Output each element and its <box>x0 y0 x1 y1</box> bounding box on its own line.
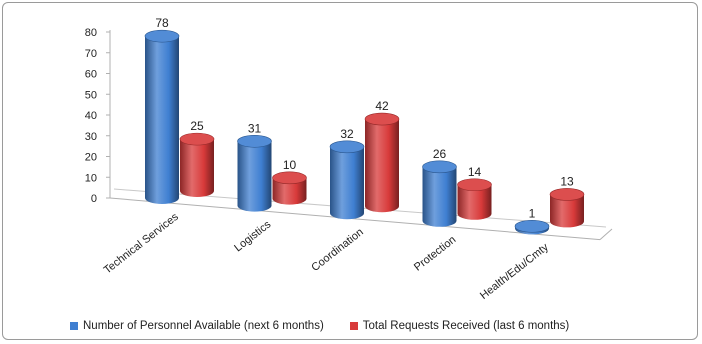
x-axis-line <box>109 197 601 241</box>
bar-coordination-s1 <box>364 112 400 213</box>
y-tick-label: 10 <box>85 172 97 184</box>
bar-protection-s1 <box>457 178 492 220</box>
data-label-technical-services-s1: 25 <box>190 119 204 133</box>
data-label-logistics-s1: 10 <box>283 158 297 172</box>
legend-swatch-personnel <box>70 322 78 330</box>
bar-top <box>457 178 492 192</box>
bar-body <box>330 146 364 220</box>
data-label-protection-s0: 26 <box>433 147 447 161</box>
bar-body <box>550 194 584 228</box>
bar-coordination-s0 <box>329 140 365 220</box>
bar-body <box>365 119 399 213</box>
y-tick-label: 0 <box>91 193 97 205</box>
bar-top <box>549 188 585 201</box>
bar-technical-services-s0 <box>144 29 180 205</box>
y-tick-label: 20 <box>85 152 97 164</box>
legend-item-personnel: Number of Personnel Available (next 6 mo… <box>70 320 324 332</box>
data-label-health-edu-cmty-s1: 13 <box>560 174 574 188</box>
y-tick-label: 60 <box>85 69 97 81</box>
y-tick-label: 40 <box>85 110 97 122</box>
y-tick-label: 70 <box>85 48 97 60</box>
bar-body <box>272 177 307 205</box>
bar-top <box>144 29 180 43</box>
chart-bars <box>144 29 585 235</box>
y-tick-label: 30 <box>85 131 97 143</box>
category-label-technical-services: Technical Services <box>102 211 182 277</box>
bar-health-edu-cmty-s1 <box>549 188 585 228</box>
bar-logistics-s1 <box>272 171 307 205</box>
x-axis-depth-line <box>599 228 613 241</box>
bar-protection-s0 <box>422 160 457 227</box>
bar-body <box>145 36 179 205</box>
chart-axes: 0 10 20 30 40 50 60 70 80 <box>85 27 613 241</box>
category-label-protection: Protection <box>412 234 458 274</box>
y-tick-label: 50 <box>85 89 97 101</box>
bar-body <box>422 166 457 227</box>
data-label-health-edu-cmty-s0: 1 <box>529 206 536 220</box>
bar-top <box>364 112 400 126</box>
chart-legend: Number of Personnel Available (next 6 mo… <box>70 318 595 334</box>
legend-item-requests: Total Requests Received (last 6 months) <box>349 320 570 332</box>
bar-health-edu-cmty-s0 <box>514 220 550 235</box>
bar-top <box>237 134 272 148</box>
category-label-logistics: Logistics <box>232 218 274 254</box>
bar-top <box>514 220 550 233</box>
y-tick-label: 80 <box>85 27 97 39</box>
bar-body <box>180 139 214 197</box>
legend-label-requests: Total Requests Received (last 6 months) <box>362 320 570 332</box>
bar-logistics-s0 <box>237 134 272 212</box>
category-label-coordination: Coordination <box>309 226 366 274</box>
data-label-logistics-s0: 31 <box>248 121 262 135</box>
category-label-health-edu-cmty: Health/Edu/Cmty <box>478 241 551 302</box>
bar-top <box>272 171 307 185</box>
bar-top <box>329 140 365 154</box>
legend-swatch-requests <box>349 322 358 330</box>
bar-technical-services-s1 <box>179 132 215 197</box>
data-label-coordination-s1: 42 <box>375 99 389 113</box>
data-label-technical-services-s0: 78 <box>155 16 169 30</box>
legend-label-personnel: Number of Personnel Available (next 6 mo… <box>83 320 324 332</box>
bar-top <box>422 160 457 174</box>
data-label-protection-s1: 14 <box>468 165 482 179</box>
bar-body <box>457 184 492 220</box>
bar-top <box>179 132 215 146</box>
bar-body <box>237 141 272 212</box>
data-label-coordination-s0: 32 <box>340 127 354 141</box>
